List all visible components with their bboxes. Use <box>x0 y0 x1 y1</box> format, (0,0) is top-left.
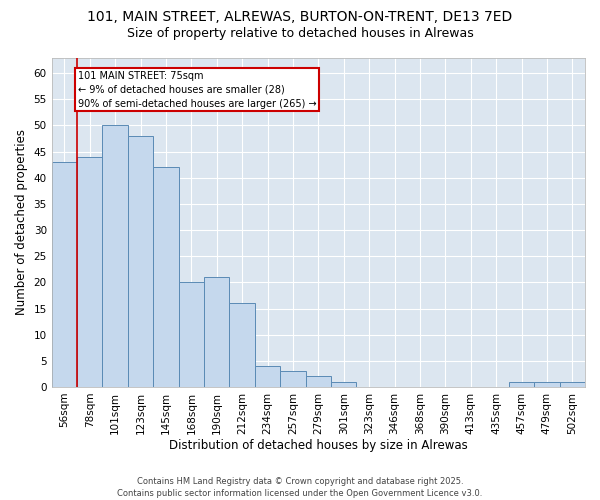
Bar <box>52 162 77 387</box>
Bar <box>204 277 229 387</box>
Y-axis label: Number of detached properties: Number of detached properties <box>15 129 28 315</box>
Bar <box>128 136 153 387</box>
Bar <box>331 382 356 387</box>
Bar <box>103 126 128 387</box>
Bar <box>77 157 103 387</box>
Bar <box>229 304 255 387</box>
Bar <box>255 366 280 387</box>
Bar <box>534 382 560 387</box>
Bar <box>153 168 179 387</box>
Bar <box>305 376 331 387</box>
Bar <box>509 382 534 387</box>
Bar <box>179 282 204 387</box>
Text: Contains HM Land Registry data © Crown copyright and database right 2025.
Contai: Contains HM Land Registry data © Crown c… <box>118 476 482 498</box>
Bar <box>560 382 585 387</box>
Text: 101 MAIN STREET: 75sqm
← 9% of detached houses are smaller (28)
90% of semi-deta: 101 MAIN STREET: 75sqm ← 9% of detached … <box>77 70 316 108</box>
Text: Size of property relative to detached houses in Alrewas: Size of property relative to detached ho… <box>127 28 473 40</box>
Bar <box>280 372 305 387</box>
Text: 101, MAIN STREET, ALREWAS, BURTON-ON-TRENT, DE13 7ED: 101, MAIN STREET, ALREWAS, BURTON-ON-TRE… <box>88 10 512 24</box>
X-axis label: Distribution of detached houses by size in Alrewas: Distribution of detached houses by size … <box>169 440 468 452</box>
